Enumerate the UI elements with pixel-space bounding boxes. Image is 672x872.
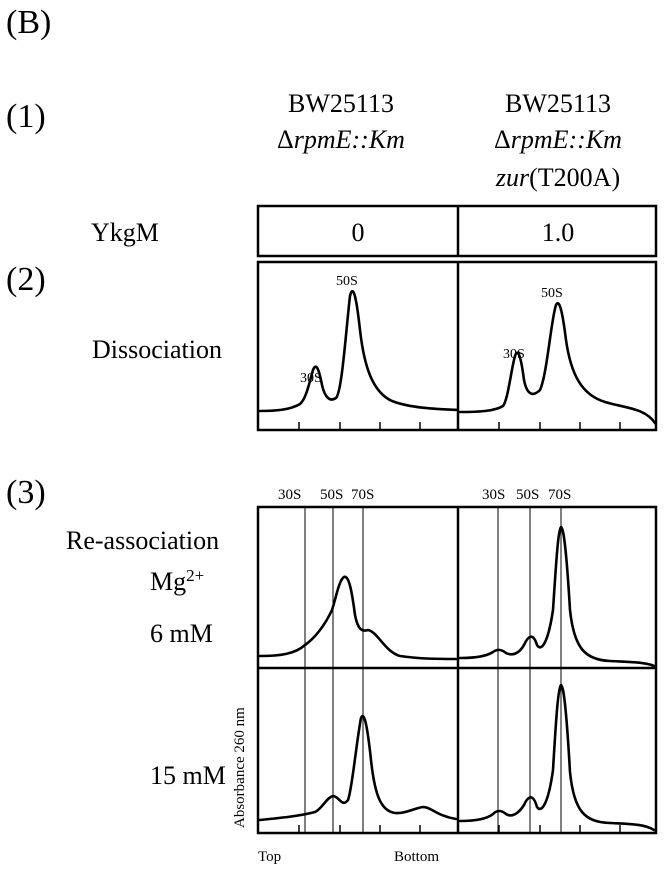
strain-header-left: BW25113 ΔrpmE::Km [277, 89, 405, 154]
ykgm-value-right: 1.0 [542, 218, 575, 247]
trace-dissociation-right [458, 302, 657, 425]
strain-extra-right: zur(T200A) [495, 163, 620, 192]
section-label-1: (1) [6, 98, 46, 135]
strain-genotype-left: ΔrpmE::Km [277, 125, 405, 154]
reassoc-header-70s-left: 70S [351, 487, 374, 503]
y-axis-label: Absorbance 260 nm [232, 707, 248, 828]
dissociation-panel: 30S 50S 30S 50S [256, 260, 658, 432]
reassoc-header-70s-right: 70S [548, 487, 571, 503]
reassociation-label: Re-association [66, 526, 219, 555]
section-label-2: (2) [6, 261, 46, 298]
dissociation-label: Dissociation [92, 335, 222, 364]
strain-genotype-right: ΔrpmE::Km [494, 125, 622, 154]
trace-reassoc-6mm-right [458, 525, 656, 668]
reassoc-header-50s-right: 50S [516, 487, 539, 503]
reassoc-header-30s-right: 30S [482, 487, 505, 503]
strain-name-left: BW25113 [288, 89, 394, 118]
conc-label-15mm: 15 mM [150, 761, 226, 790]
peak-label-50s-right: 50S [541, 286, 563, 301]
reassoc-header-50s-left: 50S [320, 487, 343, 503]
section-label-3: (3) [6, 474, 46, 511]
peak-label-50s-left: 50S [336, 274, 358, 289]
trace-dissociation-left [258, 289, 460, 413]
mg-label: Mg2+ [150, 566, 204, 596]
ykgm-value-left: 0 [352, 218, 365, 247]
x-axis-label-bottom: Bottom [394, 849, 439, 865]
trace-reassoc-15mm-right [458, 683, 656, 832]
ykgm-label: YkgM [91, 218, 159, 247]
peak-label-30s-left: 30S [300, 371, 322, 386]
conc-label-6mm: 6 mM [150, 619, 213, 648]
panel-label: (B) [6, 4, 51, 41]
peak-label-30s-right: 30S [503, 347, 525, 362]
strain-name-right: BW25113 [505, 89, 611, 118]
trace-reassoc-6mm-left [258, 575, 458, 661]
trace-reassoc-15mm-left [258, 714, 458, 822]
reassoc-header-30s-left: 30S [278, 487, 301, 503]
reassociation-panel [256, 505, 658, 835]
strain-header-right: BW25113 ΔrpmE::Km zur(T200A) [494, 89, 622, 192]
x-axis-label-top: Top [258, 849, 281, 865]
